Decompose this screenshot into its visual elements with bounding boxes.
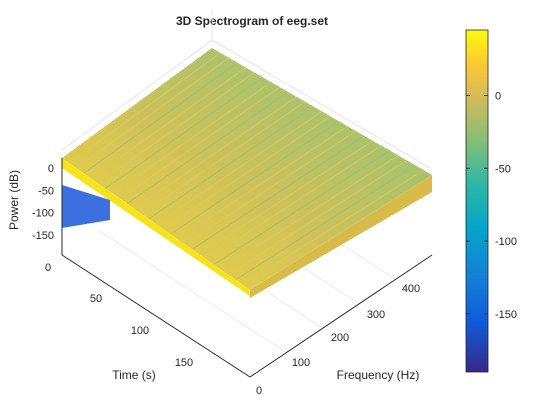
surface-stripe [112,81,272,195]
surface-stripe [90,67,247,179]
y-tick-label: 50 [90,293,102,305]
surface-stripe [141,101,306,215]
colorbar-tick-label: -100 [495,236,517,248]
surface-right-edge [250,175,432,298]
y-tick-label: 100 [131,325,149,337]
z-tick-label: -100 [32,208,54,220]
surface-front-edge [62,158,250,296]
surface-stripe [68,52,221,164]
surface-stripe [162,115,331,230]
surface-stripe [133,96,297,210]
x-axis-label: Frequency (Hz) [337,368,420,382]
surface-stripe [235,164,416,281]
surface-stripe [105,76,264,189]
colorbar-tick-label: 0 [495,90,501,102]
colorbar-tick-labels: 0 -50 -100 -150 [466,90,517,321]
z-tick-label: 0 [48,163,54,175]
x-tick-label: 200 [331,332,349,344]
grid-line [98,230,287,353]
y-tick-label: 0 [45,262,51,274]
surface-stripe [119,86,281,200]
surface-stripe [155,111,323,225]
colorbar [465,29,489,373]
surface-stripe [126,91,289,205]
z-tick-label: -50 [38,185,54,197]
y-tick-labels: 0 50 100 150 [45,262,193,369]
y-axis-label: Time (s) [112,368,156,382]
surface-stripe [177,125,348,240]
colorbar-tick-label: -50 [495,163,511,175]
x-tick-label: 0 [256,385,262,397]
surface-stripe [76,57,230,169]
x-tick-label: 300 [367,309,385,321]
z-tick-label: -150 [32,230,54,242]
z-tick-labels: 0 -50 -100 -150 [32,163,54,242]
surface-stripe [242,169,424,286]
surface-stripe [83,62,238,174]
colorbar-tick-label: -150 [495,309,517,321]
axes-lines [61,158,433,378]
surface-stripe [184,130,357,245]
dc-band-low-power [62,185,110,228]
surface-top [62,48,432,290]
surface-texture [68,52,424,286]
surface-stripe [227,159,407,276]
spectrogram-surface [62,48,432,298]
chart-title: 3D Spectrogram of eeg.set [176,14,328,28]
x-tick-labels: 0 100 200 300 400 [256,283,420,397]
surface-stripe [148,106,314,220]
y-tick-label: 150 [175,357,193,369]
surface-stripe [199,140,374,255]
surface-stripe [213,150,391,266]
z-axis-label: Power (dB) [7,170,21,230]
surface-stripe [220,154,399,271]
surface-stripe [191,135,365,250]
surface-stripe [206,145,382,261]
surface-stripe [170,120,340,235]
x-tick-label: 400 [402,283,420,295]
x-tick-label: 100 [292,357,310,369]
axes-grid [61,10,431,169]
surface-stripe [97,71,255,184]
